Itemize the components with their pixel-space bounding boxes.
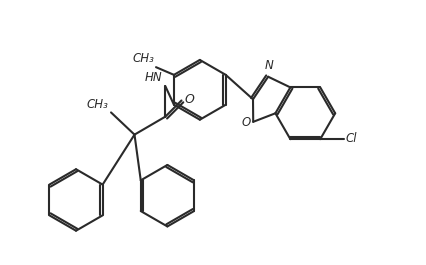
- Text: O: O: [184, 93, 194, 106]
- Text: Cl: Cl: [344, 132, 356, 145]
- Text: CH₃: CH₃: [86, 98, 108, 111]
- Text: N: N: [264, 59, 273, 72]
- Text: HN: HN: [144, 71, 161, 84]
- Text: CH₃: CH₃: [132, 52, 153, 65]
- Text: O: O: [241, 116, 250, 129]
